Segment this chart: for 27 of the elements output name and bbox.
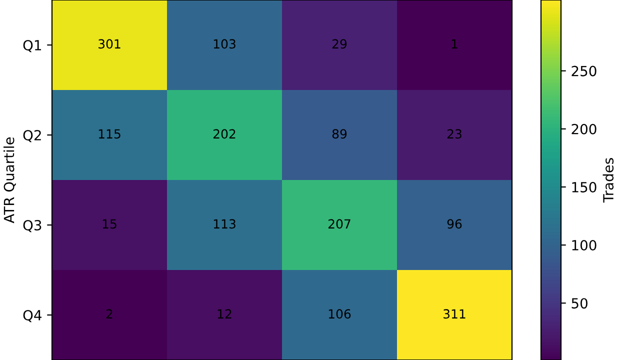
data-label: 89 <box>332 129 347 139</box>
data-label: 115 <box>98 129 120 139</box>
data-label: 96 <box>447 219 462 229</box>
data-label: 1 <box>452 39 458 48</box>
data-label: 2 <box>106 309 112 318</box>
data-label: 301 <box>98 39 120 49</box>
y-tick-label: Q1 <box>23 40 41 52</box>
color-bar-label: 100 <box>572 240 596 251</box>
data-label: 202 <box>213 129 236 139</box>
color-bar-label: 50 <box>572 298 588 309</box>
data-label: 12 <box>218 309 232 318</box>
y-tick-label: Q2 <box>23 130 41 142</box>
data-label: 15 <box>102 219 116 229</box>
data-label: 113 <box>214 219 236 229</box>
color-bar-label: 200 <box>572 124 596 134</box>
y-tick-label: Q3 <box>23 220 42 232</box>
color-bar-title: Trades <box>602 158 614 203</box>
data-label: 106 <box>328 309 351 319</box>
data-label: 311 <box>444 309 466 319</box>
data-label: 29 <box>332 39 347 49</box>
color-bar-label: 250 <box>572 66 596 76</box>
data-label: 103 <box>214 39 236 49</box>
data-label: 23 <box>447 129 462 139</box>
data-label: 207 <box>328 219 350 229</box>
y-axis-title: ATR Quartile <box>4 137 16 224</box>
color-bar-label: 150 <box>572 182 596 192</box>
y-tick-label: Q4 <box>23 310 42 322</box>
